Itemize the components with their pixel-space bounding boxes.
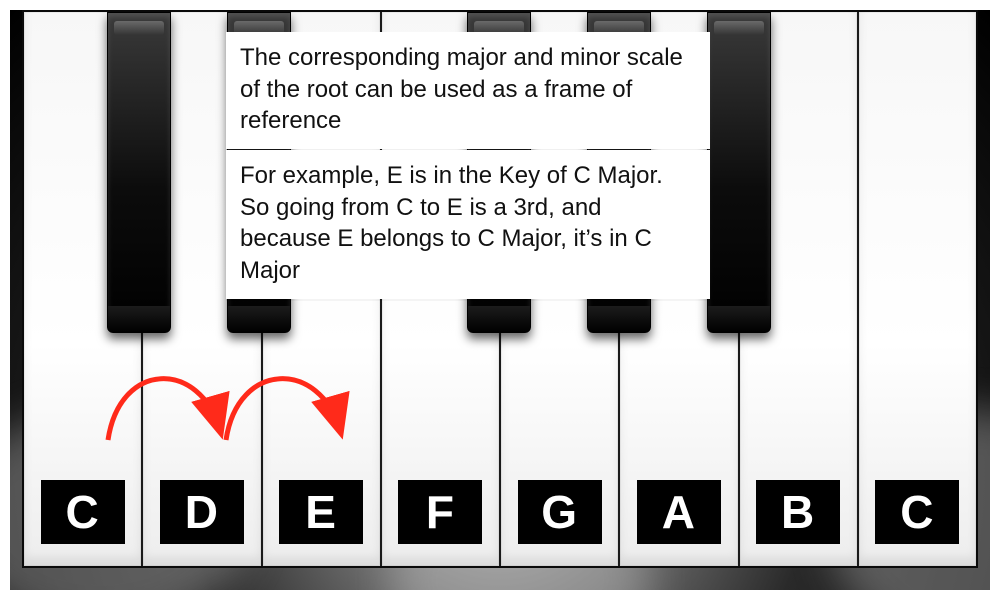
key-label-b: B (756, 480, 840, 544)
key-label-a: A (637, 480, 721, 544)
callout-example-e-in-c-major: For example, E is in the Key of C Major.… (226, 150, 710, 299)
callout-scale-reference: The corresponding major and minor scale … (226, 32, 710, 149)
white-key-c2: C (859, 12, 976, 566)
key-label-e: E (279, 480, 363, 544)
key-label-c: C (41, 480, 125, 544)
key-label-g: G (518, 480, 602, 544)
scene-frame: C D E F G A B (10, 10, 990, 590)
black-key-a-sharp (707, 12, 771, 333)
key-label-d: D (160, 480, 244, 544)
key-label-f: F (398, 480, 482, 544)
key-label-c2: C (875, 480, 959, 544)
stage: C D E F G A B (0, 0, 1000, 600)
black-key-c-sharp (107, 12, 171, 333)
